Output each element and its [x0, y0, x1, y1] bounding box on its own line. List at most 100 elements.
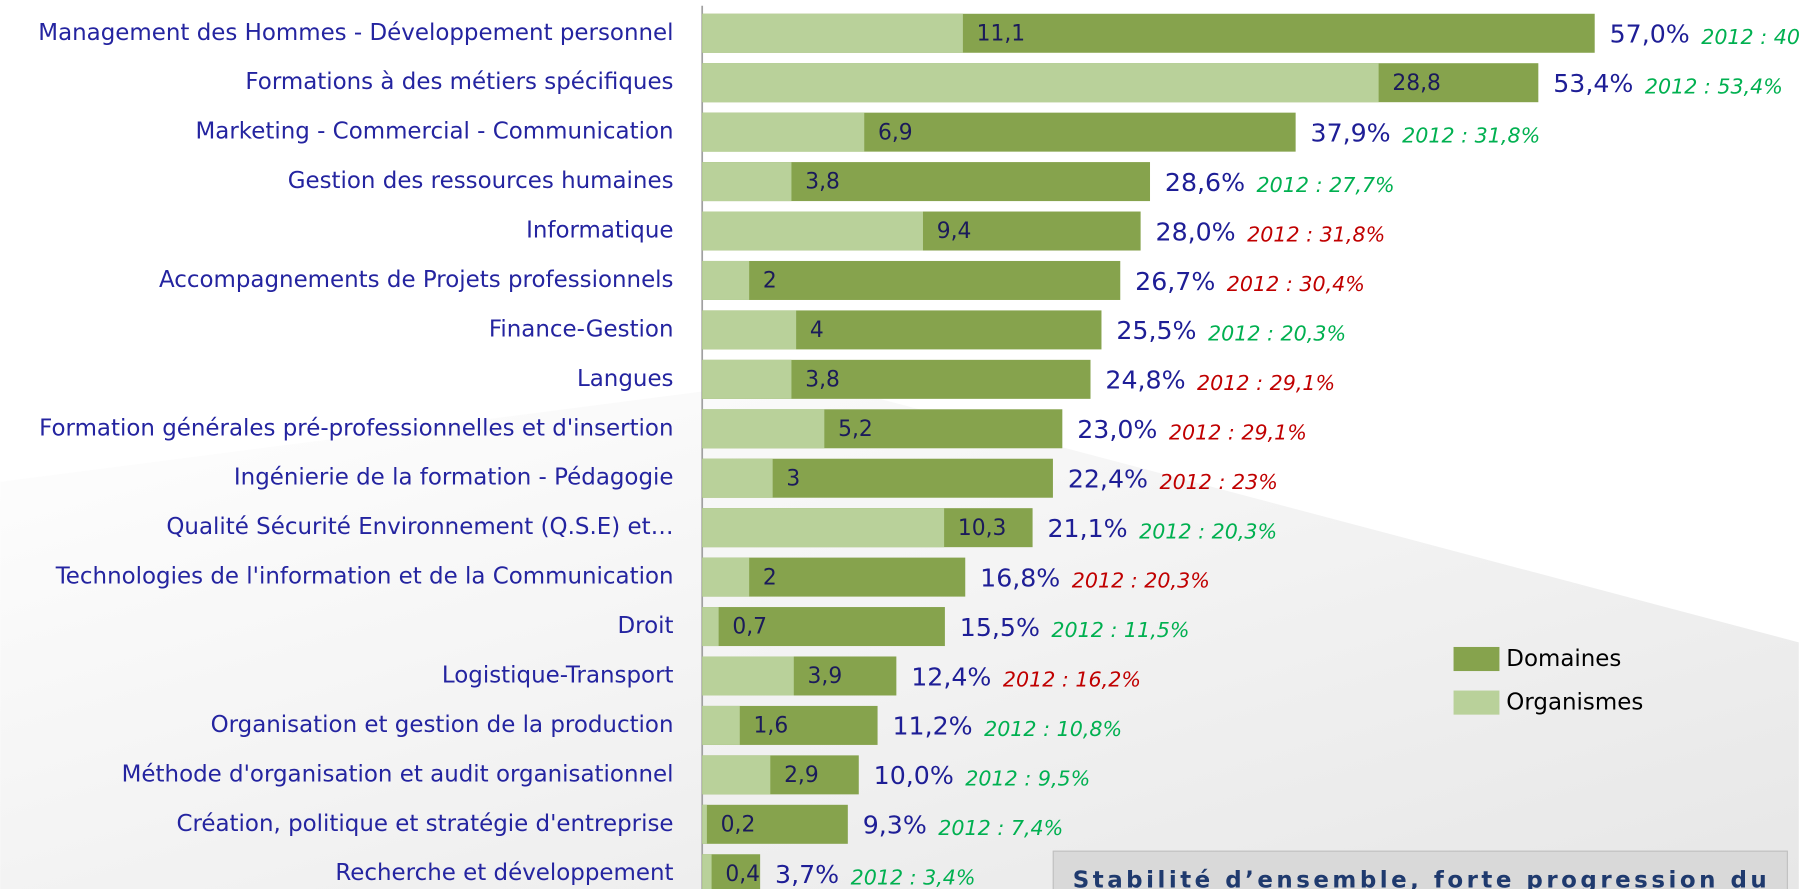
annotation: 2012 : 20,3%	[1139, 519, 1277, 543]
annotation: 2012 : 7,4%	[938, 816, 1063, 840]
bar	[702, 112, 865, 152]
category-label: Logistique-Transport	[442, 662, 674, 688]
category-label: Finance-Gestion	[489, 316, 674, 342]
value-label: 10,0%	[874, 761, 954, 790]
legend-label: Organismes	[1506, 690, 1643, 716]
bar-label: 3,8	[805, 367, 840, 392]
annotation: 2012 : 20,3%	[1072, 569, 1210, 593]
bar-label: 3,9	[808, 664, 843, 689]
bar-label: 1,6	[754, 714, 789, 739]
annotation: 2012 : 3,4%	[851, 865, 976, 889]
bar	[702, 409, 825, 449]
note-box	[1052, 850, 1788, 893]
bar	[702, 854, 761, 893]
bar-label: 3	[786, 466, 800, 491]
value-label: 15,5%	[960, 613, 1040, 642]
bar-label: 6,9	[878, 120, 913, 145]
bar	[702, 755, 771, 795]
annotation: 2012 : 23%	[1159, 470, 1277, 494]
annotation: 2012 : 40,5%	[1701, 25, 1799, 49]
bar	[702, 359, 792, 399]
annotation: 2012 : 11,5%	[1051, 618, 1189, 642]
bar	[702, 508, 945, 548]
category-label: Langues	[577, 366, 674, 392]
bar	[702, 656, 794, 696]
annotation: 2012 : 20,3%	[1208, 321, 1346, 345]
value-label: 16,8%	[980, 563, 1060, 592]
category-label: Management des Hommes - Développement pe…	[38, 20, 673, 46]
bar	[702, 162, 792, 202]
category-label: Organisation et gestion de la production	[211, 712, 674, 738]
bar	[702, 607, 719, 647]
value-label: 22,4%	[1068, 465, 1148, 494]
bar	[702, 557, 750, 597]
category-label: Gestion des ressources humaines	[288, 168, 674, 194]
category-label: Méthode d'organisation et audit organisa…	[122, 761, 674, 787]
category-label: Accompagnements de Projets professionnel…	[159, 267, 674, 293]
value-label: 9,3%	[863, 811, 927, 840]
value-label: 12,4%	[911, 662, 991, 691]
bar-label: 10,3	[958, 516, 1006, 541]
bar-label: 0,7	[732, 615, 767, 640]
value-label: 11,2%	[892, 712, 972, 741]
bar	[702, 260, 750, 300]
bar	[702, 63, 1379, 103]
category-label: Ingénierie de la formation - Pédagogie	[234, 465, 674, 491]
bar	[702, 804, 848, 844]
category-label: Droit	[618, 613, 674, 639]
category-label: Recherche et développement	[335, 860, 673, 886]
bar-label: 0,4	[725, 862, 760, 887]
bar-label: 2,9	[784, 763, 819, 788]
legend: Domaines Organismes	[1453, 646, 1643, 716]
annotation: 2012 : 53,4%	[1645, 74, 1783, 98]
category-label: Création, politique et stratégie d'entre…	[176, 811, 673, 837]
annotation: 2012 : 31,8%	[1247, 223, 1385, 247]
annotation: 2012 : 16,2%	[1003, 668, 1141, 692]
bar-label: 2	[763, 269, 777, 294]
annotation: 2012 : 10,8%	[984, 717, 1122, 741]
bar-label: 3,8	[805, 170, 840, 195]
value-label: 37,9%	[1311, 118, 1391, 147]
category-label: Technologies de l'information et de la C…	[55, 564, 674, 590]
bar	[702, 211, 923, 251]
bar	[702, 705, 740, 745]
bar-label: 4	[810, 318, 824, 343]
bar	[702, 310, 797, 350]
value-label: 26,7%	[1135, 267, 1215, 296]
value-label: 57,0%	[1610, 20, 1690, 49]
category-label: Formation générales pré-professionnelles…	[39, 415, 673, 441]
annotation: 2012 : 29,1%	[1169, 420, 1307, 444]
legend-swatch	[1453, 646, 1500, 672]
bar-label: 5,2	[838, 417, 873, 442]
annotation: 2012 : 30,4%	[1227, 272, 1365, 296]
annotation: 2012 : 27,7%	[1257, 173, 1395, 197]
bar-label: 9,4	[937, 219, 972, 244]
category-label: Marketing - Commercial - Communication	[196, 119, 674, 145]
annotation: 2012 : 9,5%	[965, 766, 1090, 790]
value-label: 3,7%	[775, 860, 839, 889]
bar-label: 11,1	[977, 21, 1026, 46]
bar-label: 0,2	[721, 812, 756, 837]
category-label: Formations à des métiers spécifiques	[245, 69, 673, 95]
value-label: 24,8%	[1105, 366, 1185, 395]
legend-swatch	[1453, 690, 1500, 715]
bar-label: 28,8	[1392, 71, 1441, 96]
value-label: 28,6%	[1165, 168, 1245, 197]
value-label: 25,5%	[1116, 316, 1196, 345]
bar-label: 2	[763, 565, 777, 590]
bar	[702, 804, 707, 844]
annotation: 2012 : 31,8%	[1402, 124, 1540, 148]
value-label: 28,0%	[1156, 217, 1236, 246]
bar	[702, 607, 945, 647]
bar	[702, 854, 712, 893]
category-label: Informatique	[526, 218, 673, 244]
bar	[702, 260, 1121, 300]
bar	[702, 13, 963, 53]
category-label: Qualité Sécurité Environnement (Q.S.E) e…	[166, 514, 673, 540]
bar	[702, 458, 773, 498]
legend-label: Domaines	[1506, 646, 1621, 672]
value-label: 53,4%	[1553, 69, 1633, 98]
value-label: 23,0%	[1077, 415, 1157, 444]
annotation: 2012 : 29,1%	[1197, 371, 1335, 395]
